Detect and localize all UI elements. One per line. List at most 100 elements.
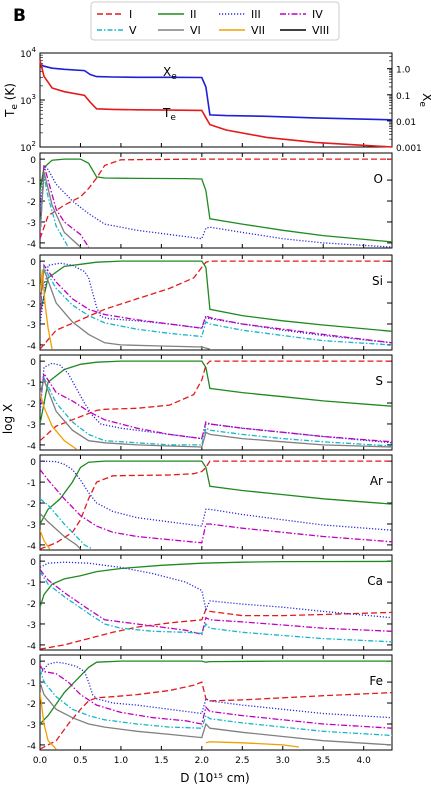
series-III [40, 262, 392, 344]
ytick-label: -2 [27, 400, 36, 410]
series-I [40, 681, 392, 750]
panel-O: 0 -1 -2 -3 -4 O [27, 152, 393, 250]
ytick-label: -2 [27, 600, 36, 610]
series-VI [40, 378, 392, 448]
series-III [40, 561, 392, 619]
series-III [40, 362, 392, 444]
xtick-label: 1.5 [154, 756, 168, 766]
xtick-label: 0.0 [33, 756, 48, 766]
ytick-label: 0 [30, 558, 36, 568]
series-V [40, 375, 392, 447]
series-VII [40, 269, 53, 350]
ytick-label: -4 [27, 342, 36, 352]
annotation-xe: Xe [163, 65, 177, 82]
ytick-label: -4 [27, 442, 36, 452]
ytick-label: -1 [27, 379, 36, 389]
series-Xe [39, 63, 393, 121]
top-y2tick-label: 0.1 [396, 92, 410, 102]
ytick-label: -4 [27, 742, 36, 752]
element-label: Si [372, 274, 383, 288]
legend-label-III: III [251, 8, 261, 21]
xtick-label: 3.0 [276, 756, 291, 766]
series-VII [40, 392, 77, 450]
series-I [40, 158, 392, 239]
ytick-label: 0 [30, 258, 36, 268]
legend-label-V: V [129, 24, 137, 37]
legend-label-VIII: VIII [312, 24, 329, 37]
ytick-label: -3 [27, 421, 36, 431]
element-label: Ca [367, 574, 383, 588]
shared-xlabel: D (10¹⁵ cm) [180, 771, 249, 785]
series-I [40, 608, 392, 650]
series-V [40, 175, 69, 248]
element-label: S [375, 374, 383, 388]
series-IV [40, 165, 90, 248]
top-y2tick-label: 0.01 [396, 118, 416, 128]
series-V [40, 265, 392, 346]
series-II [40, 360, 392, 425]
legend-label-II: II [190, 8, 197, 21]
ytick-label: 0 [30, 658, 36, 668]
element-label: Fe [369, 674, 383, 688]
top-ylabel: Te (K) [3, 83, 20, 118]
series-II [40, 660, 392, 725]
ytick-label: -2 [27, 500, 36, 510]
temperature-panel: 102 103 104 0.001 0.01 0.1 1.0 Te (K) Xe Xe Te [3, 46, 431, 154]
series-VII [40, 692, 57, 750]
series-III [40, 661, 392, 719]
panel-Fe: 0 -1 -2 -3 -4 Fe 0.0 0.5 1.0 1.5 2.0 2.5 3.0 3.5 4.0 [27, 654, 393, 766]
ytick-label: 0 [30, 358, 36, 368]
ytick-label: -2 [27, 198, 36, 208]
ytick-label: -4 [27, 240, 36, 250]
legend-label-VI: VI [190, 24, 201, 37]
top-ytick-label: 102 [20, 140, 36, 154]
legend-box [90, 1, 340, 41]
panel-S: 0 -1 -2 -3 -4 S [27, 354, 393, 452]
series-II [40, 158, 392, 243]
xtick-label: 1.0 [114, 756, 129, 766]
panel-Si: 0 -1 -2 -3 -4 Si [27, 254, 393, 352]
ytick-label: -3 [27, 321, 36, 331]
top-y2label: Xe [417, 93, 431, 107]
ytick-label: -1 [27, 479, 36, 489]
ytick-label: -2 [27, 300, 36, 310]
ytick-label: -3 [27, 721, 36, 731]
top-ytick-label: 104 [20, 46, 36, 60]
top-y2tick-label: 0.001 [396, 144, 422, 154]
element-label: Ar [370, 474, 383, 488]
ytick-label: -1 [27, 279, 36, 289]
ytick-label: -3 [27, 219, 36, 229]
annotation-te: Te [162, 106, 176, 123]
series-VII [40, 529, 51, 550]
ytick-label: -2 [27, 700, 36, 710]
panel-Ar: 0 -1 -2 -3 -4 Ar [27, 454, 393, 552]
panel-frame [39, 454, 393, 551]
panel-frame [39, 554, 393, 651]
ytick-label: -3 [27, 621, 36, 631]
series-V [40, 669, 392, 737]
ytick-label: -4 [27, 542, 36, 552]
series-II [40, 260, 392, 332]
ytick-label: -1 [27, 579, 36, 589]
top-panel-frame [39, 52, 393, 148]
panel-frame [39, 254, 393, 351]
element-label: O [374, 172, 383, 186]
panel-Ca: 0 -1 -2 -3 -4 Ca [27, 554, 393, 652]
series-V [40, 498, 93, 550]
series-I [40, 460, 392, 550]
series-IV [40, 664, 392, 729]
series-VI [40, 171, 81, 248]
ytick-label: -1 [27, 679, 36, 689]
series-V [40, 571, 392, 643]
ionization-panels: 0 -1 -2 -3 -4 O 0 -1 -2 -3 -4 Si 0 -1 -2 -3 -4 S 0 -1 -2 -3 -4… [27, 152, 393, 766]
series-I [40, 360, 392, 442]
series-I [40, 260, 392, 350]
legend: I II III IVV VI VII VIII [90, 1, 340, 41]
series-IV [40, 263, 392, 344]
legend-label-IV: IV [312, 8, 323, 21]
panel-frame [39, 152, 393, 249]
ytick-label: -4 [27, 642, 36, 652]
ytick-label: -3 [27, 521, 36, 531]
xtick-label: 0.5 [73, 756, 87, 766]
